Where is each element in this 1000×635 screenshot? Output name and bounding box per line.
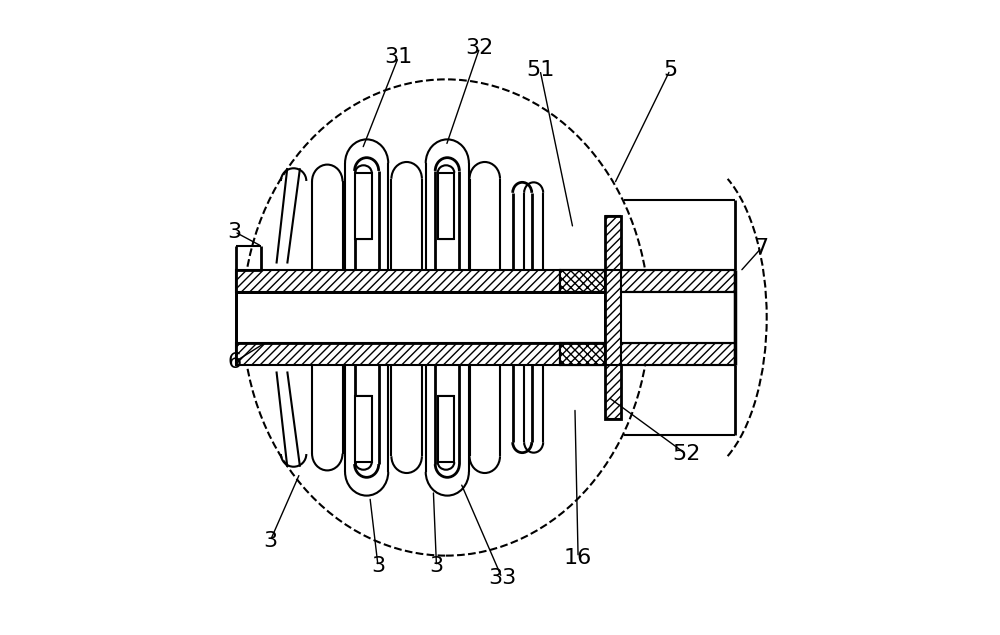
- Bar: [621, 270, 735, 292]
- Bar: [560, 270, 605, 292]
- Text: 51: 51: [526, 60, 554, 80]
- Text: 3: 3: [371, 556, 385, 577]
- Bar: [560, 270, 605, 292]
- Bar: [621, 343, 735, 365]
- Bar: [438, 396, 454, 462]
- Bar: [605, 216, 621, 419]
- Text: 3: 3: [429, 556, 444, 577]
- Bar: [236, 343, 560, 365]
- Text: 6: 6: [228, 352, 242, 372]
- Text: 3: 3: [228, 222, 242, 242]
- Text: 32: 32: [466, 37, 494, 58]
- Text: 3: 3: [263, 531, 277, 551]
- Text: 31: 31: [384, 47, 413, 67]
- Bar: [355, 173, 372, 239]
- Bar: [355, 396, 372, 462]
- Text: 7: 7: [755, 237, 769, 258]
- Bar: [560, 343, 605, 365]
- Bar: [438, 173, 454, 239]
- Bar: [236, 270, 560, 292]
- Bar: [621, 292, 735, 343]
- Text: 52: 52: [672, 444, 700, 464]
- Bar: [560, 343, 605, 365]
- Text: 5: 5: [663, 60, 677, 80]
- Text: 16: 16: [564, 547, 592, 568]
- Text: 33: 33: [488, 568, 516, 588]
- Bar: [236, 292, 605, 343]
